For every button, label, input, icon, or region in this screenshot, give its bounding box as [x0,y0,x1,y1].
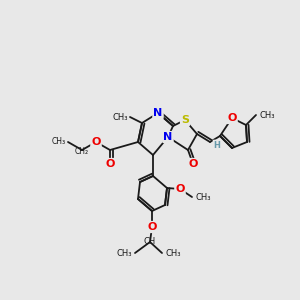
Text: N: N [153,108,163,118]
Text: O: O [175,184,185,194]
Text: CH₃: CH₃ [259,110,274,119]
Text: O: O [91,137,101,147]
Text: CH₃: CH₃ [116,248,132,257]
Text: O: O [227,113,237,123]
Text: O: O [105,159,115,169]
Text: CH: CH [144,238,156,247]
Text: N: N [164,132,172,142]
Text: CH₂: CH₂ [75,146,89,155]
Text: CH₃: CH₃ [195,193,211,202]
Text: CH₃: CH₃ [112,112,128,122]
Text: O: O [147,222,157,232]
Text: CH₃: CH₃ [165,248,181,257]
Text: S: S [181,115,189,125]
Text: H: H [214,140,220,149]
Text: CH₃: CH₃ [52,137,66,146]
Text: O: O [188,159,198,169]
